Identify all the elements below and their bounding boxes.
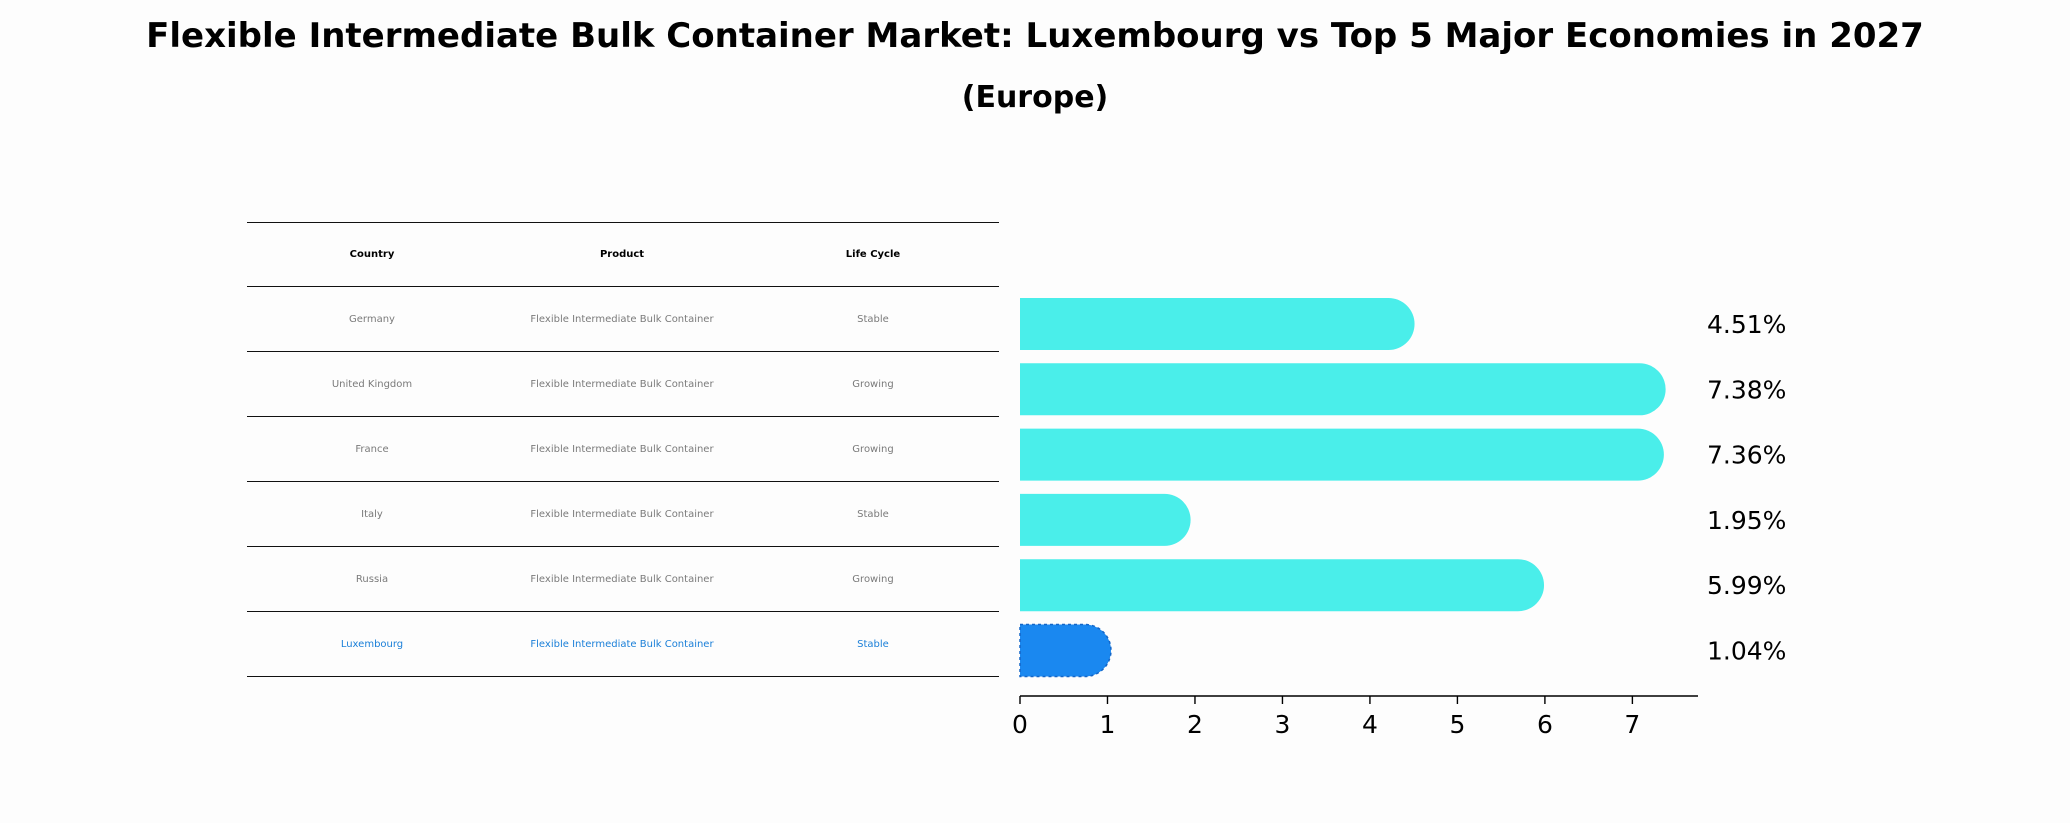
- cell-life-cycle: Stable: [857, 508, 889, 520]
- table-row: France Flexible Intermediate Bulk Contai…: [247, 417, 999, 482]
- data-table: Country Product Life Cycle Germany Flexi…: [247, 222, 999, 677]
- table-row: Germany Flexible Intermediate Bulk Conta…: [247, 287, 999, 352]
- x-tick-label: 7: [1624, 710, 1640, 739]
- header-country: Country: [349, 249, 395, 260]
- cell-life-cycle: Stable: [857, 638, 889, 650]
- cell-life-cycle: Growing: [852, 378, 894, 390]
- x-tick-label: 1: [1100, 710, 1116, 739]
- cell-country: Luxembourg: [340, 638, 404, 650]
- cell-country: Russia: [355, 573, 389, 585]
- cell-country: Italy: [361, 508, 383, 520]
- x-tick-label: 0: [1012, 710, 1028, 739]
- cell-life-cycle: Stable: [857, 313, 889, 325]
- x-tick-label: 3: [1274, 710, 1290, 739]
- x-tick-label: 5: [1449, 710, 1465, 739]
- table-header-row: Country Product Life Cycle: [247, 222, 999, 287]
- table-row: Russia Flexible Intermediate Bulk Contai…: [247, 547, 999, 612]
- bar-france: [1020, 428, 1664, 481]
- cell-product: Flexible Intermediate Bulk Container: [530, 573, 714, 585]
- bar-united-kingdom: [1020, 363, 1666, 416]
- cell-product: Flexible Intermediate Bulk Container: [530, 638, 714, 650]
- cell-life-cycle: Growing: [852, 573, 894, 585]
- cell-country: United Kingdom: [331, 378, 413, 390]
- table-row-highlight: Luxembourg Flexible Intermediate Bulk Co…: [247, 612, 999, 677]
- cell-product: Flexible Intermediate Bulk Container: [530, 378, 714, 390]
- cell-country: France: [355, 443, 389, 455]
- cell-life-cycle: Growing: [852, 443, 894, 455]
- cell-product: Flexible Intermediate Bulk Container: [530, 313, 714, 325]
- bar-italy: [1020, 493, 1191, 546]
- data-label: 4.51%: [1707, 310, 1786, 339]
- bar-luxembourg: [1019, 623, 1112, 678]
- bar-russia: [1020, 559, 1545, 612]
- data-label: 1.95%: [1707, 506, 1786, 535]
- data-label: 5.99%: [1707, 571, 1786, 600]
- data-label: 7.36%: [1707, 441, 1786, 470]
- header-life-cycle: Life Cycle: [845, 249, 901, 260]
- data-label: 7.38%: [1707, 375, 1786, 404]
- chart-subtitle: (Europe): [961, 80, 1109, 115]
- chart-title: Flexible Intermediate Bulk Container Mar…: [146, 16, 1924, 56]
- cell-country: Germany: [349, 313, 395, 325]
- cell-product: Flexible Intermediate Bulk Container: [530, 508, 714, 520]
- table-row: United Kingdom Flexible Intermediate Bul…: [247, 352, 999, 417]
- x-tick-label: 6: [1537, 710, 1553, 739]
- data-label: 1.04%: [1707, 637, 1786, 666]
- table-row: Italy Flexible Intermediate Bulk Contain…: [247, 482, 999, 547]
- x-tick-label: 2: [1187, 710, 1203, 739]
- cell-product: Flexible Intermediate Bulk Container: [530, 443, 714, 455]
- header-product: Product: [599, 249, 645, 260]
- x-tick-label: 4: [1362, 710, 1378, 739]
- bar-germany: [1020, 298, 1415, 350]
